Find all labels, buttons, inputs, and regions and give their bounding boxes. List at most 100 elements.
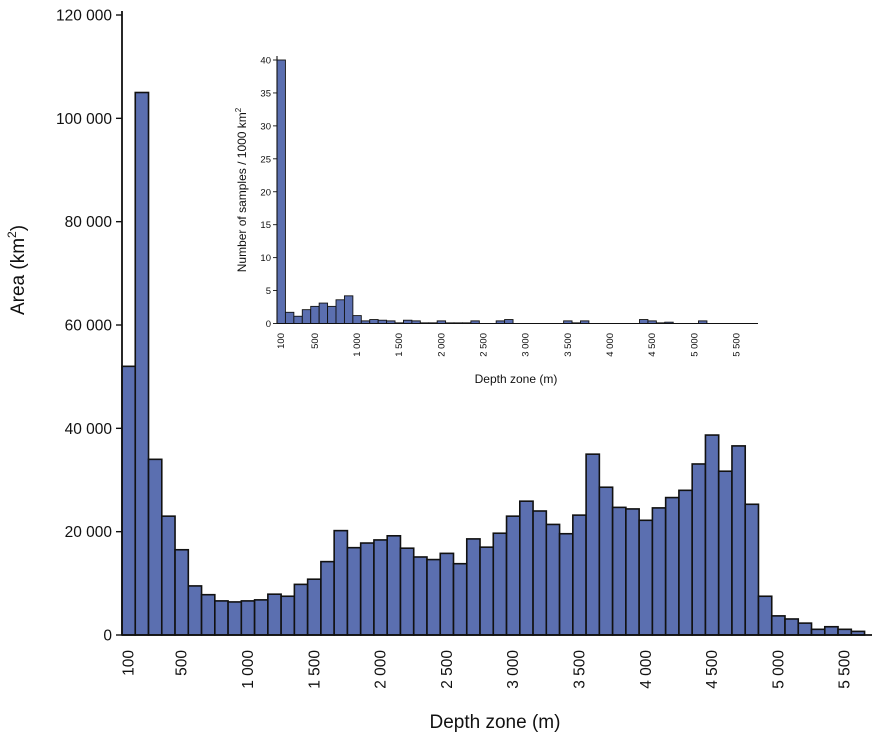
- inset-y-tick-label: 15: [260, 220, 271, 231]
- main-x-tick-label: 5 000: [770, 650, 787, 689]
- inset-x-tick-label: 1 000: [352, 333, 363, 357]
- main-bar: [359, 542, 375, 636]
- inset-bar: [310, 305, 320, 324]
- main-y-tick-label: 80 000: [65, 214, 113, 231]
- main-bar: [293, 583, 309, 636]
- inset-y-tick-label: 40: [260, 56, 271, 67]
- inset-bar: [335, 299, 345, 324]
- inset-x-tick-label: 5 000: [689, 333, 700, 357]
- main-bar: [426, 558, 442, 636]
- main-bar: [373, 539, 389, 636]
- main-bar: [452, 562, 468, 636]
- main-x-tick-label: 5 500: [837, 650, 854, 689]
- inset-axes: 0 5 10 15 20 25 30 35 40 100 500 1 000 1 500 2 000 2 5…: [260, 56, 758, 357]
- inset-y-tick-label: 30: [260, 121, 271, 132]
- main-bar: [691, 463, 707, 636]
- main-bar: [214, 600, 229, 636]
- main-bar: [227, 601, 243, 636]
- main-bar: [744, 503, 760, 636]
- inset-bar: [504, 319, 514, 324]
- inset-x-tick-label: 2 500: [479, 333, 490, 357]
- main-axes: 0 20 000 40 000 60 000 80 000 100 000 120 000 1…: [56, 8, 872, 689]
- main-bar: [532, 510, 548, 636]
- inset-x-tick-label: 100: [276, 333, 287, 349]
- inset-bar: [327, 305, 337, 324]
- main-bar: [518, 500, 534, 636]
- main-bar: [267, 593, 282, 636]
- inset-x-tick-label: 2 000: [436, 333, 447, 357]
- main-bar: [704, 434, 720, 636]
- main-x-tick-label: 4 500: [704, 650, 721, 689]
- inset-x-tick-label: 1 500: [394, 333, 405, 357]
- inset-x-tick-label: 3 000: [521, 333, 532, 357]
- main-bar: [731, 445, 747, 636]
- main-bars: [121, 91, 866, 636]
- main-bar: [651, 507, 667, 636]
- inset-x-tick-label: 500: [310, 333, 321, 349]
- inset-y-tick-label: 10: [260, 253, 271, 264]
- main-bar: [611, 506, 627, 636]
- main-y-tick-label: 20 000: [65, 524, 113, 541]
- inset-bar: [369, 319, 379, 324]
- main-bar: [505, 515, 521, 636]
- main-bar: [585, 453, 601, 636]
- inset-y-tick-label: 35: [260, 88, 271, 99]
- main-bar: [439, 552, 455, 636]
- main-bar: [386, 534, 402, 636]
- main-x-tick-label: 500: [174, 650, 191, 676]
- main-x-axis-title: Depth zone (m): [430, 712, 561, 733]
- inset-y-tick-label: 5: [266, 286, 271, 297]
- inset-y-axis-title: Number of samples / 1000 km2: [234, 107, 249, 272]
- inset-x-tick-label: 5 500: [731, 333, 742, 357]
- main-bar: [333, 529, 349, 636]
- inset-bar: [639, 319, 649, 324]
- main-bar: [717, 470, 733, 636]
- main-bar: [134, 91, 150, 636]
- inset-x-tick-label: 4 500: [647, 333, 658, 357]
- main-bar: [121, 365, 137, 636]
- main-bar: [479, 546, 495, 636]
- main-bar: [147, 458, 163, 636]
- main-bar: [399, 547, 415, 636]
- main-y-tick-label: 100 000: [56, 111, 112, 128]
- main-y-tick-label: 40 000: [65, 421, 113, 438]
- inset-bar: [343, 295, 354, 324]
- main-bar: [240, 600, 256, 636]
- main-bar: [638, 519, 654, 636]
- main-x-tick-label: 4 000: [638, 650, 655, 689]
- main-y-axis-title: Area (km2): [5, 225, 29, 315]
- main-x-tick-label: 3 500: [571, 650, 588, 689]
- main-bar: [797, 622, 813, 636]
- main-bar: [545, 523, 561, 636]
- main-y-tick-label: 120 000: [56, 8, 112, 25]
- main-bar: [280, 595, 296, 636]
- main-bar: [598, 486, 614, 636]
- main-bar: [625, 508, 640, 636]
- main-bar: [160, 515, 176, 636]
- main-bar: [823, 625, 839, 636]
- inset-x-tick-label: 4 000: [605, 333, 616, 357]
- main-bar: [558, 532, 574, 636]
- inset-x-tick-label: 3 500: [563, 333, 574, 357]
- main-bar: [306, 578, 322, 636]
- main-x-tick-label: 3 000: [505, 650, 522, 689]
- main-bar: [320, 560, 335, 636]
- main-x-tick-label: 1 500: [306, 650, 323, 689]
- main-x-tick-label: 2 000: [373, 650, 390, 689]
- inset-y-tick-label: 20: [260, 187, 271, 198]
- main-x-tick-label: 100: [121, 650, 138, 676]
- main-bar: [492, 532, 508, 636]
- inset-bar: [318, 302, 329, 324]
- inset-bar: [284, 311, 295, 324]
- main-bar: [784, 618, 800, 636]
- main-bar: [200, 593, 216, 636]
- main-bar: [678, 489, 693, 636]
- inset-y-tick-label: 25: [260, 154, 271, 165]
- main-bar: [770, 615, 786, 636]
- inset-bar: [352, 315, 362, 324]
- main-bar: [187, 585, 203, 636]
- inset-y-tick-label: 0: [266, 319, 271, 330]
- main-bar: [253, 599, 269, 636]
